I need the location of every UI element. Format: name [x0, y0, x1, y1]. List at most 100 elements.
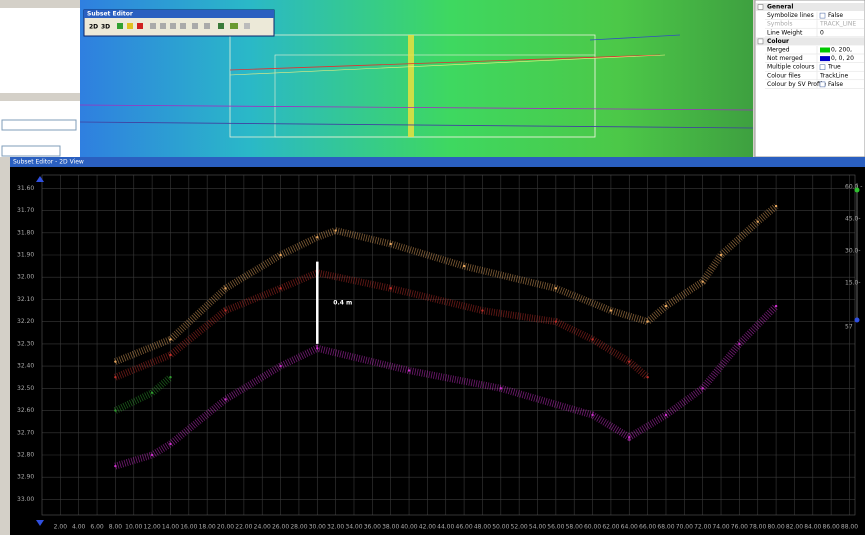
sounding-point: [169, 376, 171, 378]
collapse-icon[interactable]: [758, 5, 763, 10]
sounding-point: [169, 354, 171, 356]
side-strip: [0, 157, 10, 535]
sounding-point: [224, 398, 226, 400]
collapse-icon[interactable]: [758, 39, 763, 44]
right-scale-label: 45.0-: [845, 216, 861, 223]
sounding-point: [591, 338, 593, 340]
color-swatch: [820, 56, 830, 61]
toolbar-title: Subset Editor: [87, 11, 133, 18]
x-tick-label: 40.00: [400, 524, 417, 531]
sounding-point: [555, 320, 557, 322]
left-header: [0, 0, 80, 8]
property-value: 0, 200,: [831, 47, 852, 54]
x-tick-label: 66.00: [639, 524, 656, 531]
sounding-point: [701, 387, 703, 389]
x-tick-label: 86.00: [823, 524, 840, 531]
sounding-point: [555, 287, 557, 289]
x-tick-label: 74.00: [712, 524, 729, 531]
sounding-point: [334, 229, 336, 231]
y-tick-label: 32.20: [17, 318, 34, 325]
x-tick-label: 16.00: [180, 524, 197, 531]
sounding-point: [628, 436, 630, 438]
x-tick-label: 6.00: [90, 524, 104, 531]
x-tick-label: 58.00: [566, 524, 583, 531]
x-tick-label: 22.00: [235, 524, 252, 531]
x-tick-label: 48.00: [474, 524, 491, 531]
y-tick-label: 32.50: [17, 385, 34, 392]
sounding-point: [610, 309, 612, 311]
sounding-point: [169, 338, 171, 340]
y-tick-label: 31.90: [17, 252, 34, 259]
property-value: TrackLine: [819, 72, 849, 79]
y-tick-label: 32.60: [17, 407, 34, 414]
dropdown[interactable]: [2, 146, 60, 156]
x-tick-label: 30.00: [309, 524, 326, 531]
property-value: False: [828, 12, 843, 19]
y-tick-label: 31.70: [17, 207, 34, 214]
property-name: Line Weight: [767, 29, 803, 36]
scale-handle[interactable]: [855, 188, 860, 193]
sounding-point: [114, 376, 116, 378]
x-tick-label: 64.00: [621, 524, 638, 531]
sounding-point: [224, 287, 226, 289]
toolbar-button[interactable]: 2D: [89, 24, 98, 31]
x-tick-label: 84.00: [804, 524, 821, 531]
x-tick-label: 10.00: [125, 524, 142, 531]
y-tick-label: 33.00: [17, 496, 34, 503]
sounding-point: [720, 254, 722, 256]
measure-label: 0.4 m: [333, 299, 352, 306]
section-title: Colour: [767, 38, 789, 45]
x-tick-label: 76.00: [731, 524, 748, 531]
sounding-point: [279, 287, 281, 289]
sounding-point: [775, 305, 777, 307]
left-panel: [0, 0, 80, 157]
dropdown[interactable]: [2, 120, 76, 130]
sounding-point: [408, 369, 410, 371]
property-name: Merged: [767, 47, 790, 54]
right-scale-label: 30.0-: [845, 248, 861, 255]
sounding-point: [481, 309, 483, 311]
x-tick-label: 78.00: [749, 524, 766, 531]
checkbox[interactable]: [820, 13, 825, 18]
property-value: True: [827, 64, 841, 71]
x-tick-label: 26.00: [272, 524, 289, 531]
y-tick-label: 32.90: [17, 474, 34, 481]
property-value: False: [828, 81, 843, 88]
x-tick-label: 34.00: [345, 524, 362, 531]
y-tick-label: 32.00: [17, 274, 34, 281]
sounding-point: [665, 414, 667, 416]
right-scale-label: 57: [845, 324, 853, 331]
scale-handle[interactable]: [855, 318, 860, 323]
x-tick-label: 46.00: [456, 524, 473, 531]
y-tick-label: 32.10: [17, 296, 34, 303]
sounding-point: [316, 347, 318, 349]
sounding-point: [151, 392, 153, 394]
x-tick-label: 70.00: [676, 524, 693, 531]
property-value: 0, 0, 20: [831, 55, 854, 62]
sounding-point: [279, 254, 281, 256]
y-tick-label: 31.80: [17, 229, 34, 236]
sounding-point: [169, 443, 171, 445]
toolbar-button[interactable]: 3D: [101, 24, 110, 31]
sounding-point: [738, 343, 740, 345]
x-tick-label: 12.00: [144, 524, 161, 531]
checkbox[interactable]: [820, 82, 825, 87]
sounding-point: [316, 236, 318, 238]
page: Subset Editor 2D 3D GeneralSymbolize lin…: [0, 0, 865, 535]
property-name: Colour by SV Profile: [767, 81, 826, 88]
x-tick-label: 24.00: [254, 524, 271, 531]
checkbox[interactable]: [820, 65, 825, 70]
sounding-point: [628, 360, 630, 362]
x-tick-label: 14.00: [162, 524, 179, 531]
sounding-point: [757, 220, 759, 222]
x-tick-label: 52.00: [511, 524, 528, 531]
sounding-point: [114, 360, 116, 362]
sounding-point: [114, 465, 116, 467]
x-tick-label: 44.00: [437, 524, 454, 531]
x-tick-label: 20.00: [217, 524, 234, 531]
property-value: 0: [820, 29, 824, 36]
sounding-point: [646, 376, 648, 378]
y-tick-label: 32.80: [17, 452, 34, 459]
x-tick-label: 62.00: [602, 524, 619, 531]
color-swatch: [820, 48, 830, 53]
